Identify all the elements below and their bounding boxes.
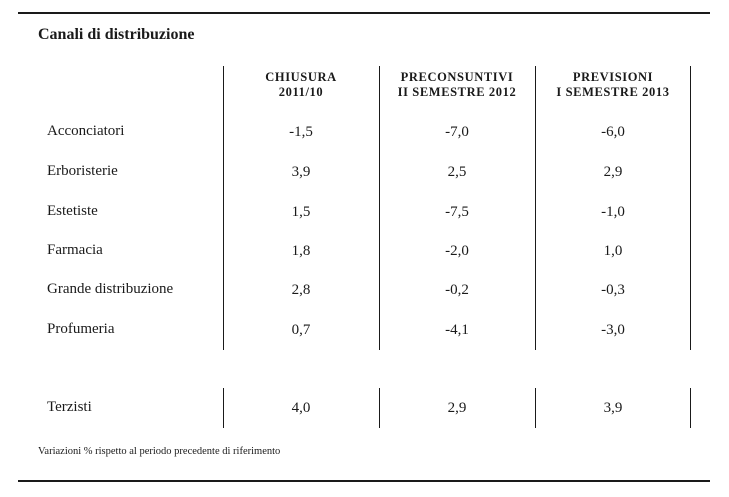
column-header-line: PREVISIONI: [572, 70, 654, 84]
column-header-line: CHIUSURA: [265, 70, 337, 84]
column-header-line: PRECONSUNTIVI: [400, 70, 514, 84]
row-label: Grande distribuzione: [47, 281, 174, 297]
column-header-chiusura: CHIUSURA 2011/10: [223, 70, 379, 100]
column-divider: [379, 66, 380, 350]
column-header-line: II SEMESTRE 2012: [397, 85, 517, 99]
table-cell: 4,0: [291, 400, 311, 416]
table-cell: 2,9: [447, 400, 467, 416]
table-cell: 1,5: [291, 204, 311, 220]
row-label: Terzisti: [47, 399, 92, 415]
column-divider: [690, 66, 691, 350]
row-label: Farmacia: [47, 242, 103, 258]
table-cell: -0,3: [601, 282, 625, 298]
column-divider: [223, 388, 224, 428]
table-cell: 2,9: [603, 164, 623, 180]
row-label: Profumeria: [47, 321, 115, 337]
column-divider: [535, 66, 536, 350]
table-cell: 1,8: [291, 243, 311, 259]
footnote: Variazioni % rispetto al periodo precede…: [38, 446, 281, 457]
top-rule: [18, 12, 710, 14]
column-divider: [535, 388, 536, 428]
column-header-line: 2011/10: [278, 85, 324, 99]
table-cell: -7,5: [445, 204, 469, 220]
column-header-preconsuntivi: PRECONSUNTIVI II SEMESTRE 2012: [379, 70, 535, 100]
table-cell: 2,5: [447, 164, 467, 180]
bottom-rule: [18, 480, 710, 482]
table-cell: -6,0: [601, 124, 625, 140]
table-cell: -1,0: [601, 204, 625, 220]
table-cell: -7,0: [445, 124, 469, 140]
column-header-line: I SEMESTRE 2013: [556, 85, 670, 99]
column-divider: [690, 388, 691, 428]
row-label: Estetiste: [47, 203, 98, 219]
table-cell: 2,8: [291, 282, 311, 298]
table-cell: -3,0: [601, 322, 625, 338]
column-divider: [379, 388, 380, 428]
table-cell: -4,1: [445, 322, 469, 338]
table-cell: 3,9: [603, 400, 623, 416]
table-title: Canali di distribuzione: [38, 26, 195, 43]
table-cell: 3,9: [291, 164, 311, 180]
table-cell: -0,2: [445, 282, 469, 298]
table-cell: -1,5: [289, 124, 313, 140]
table-cell: 1,0: [603, 243, 623, 259]
row-label: Erboristerie: [47, 163, 118, 179]
table-cell: 0,7: [291, 322, 311, 338]
table-cell: -2,0: [445, 243, 469, 259]
row-label: Acconciatori: [47, 123, 125, 139]
column-header-previsioni: PREVISIONI I SEMESTRE 2013: [535, 70, 691, 100]
column-divider: [223, 66, 224, 350]
